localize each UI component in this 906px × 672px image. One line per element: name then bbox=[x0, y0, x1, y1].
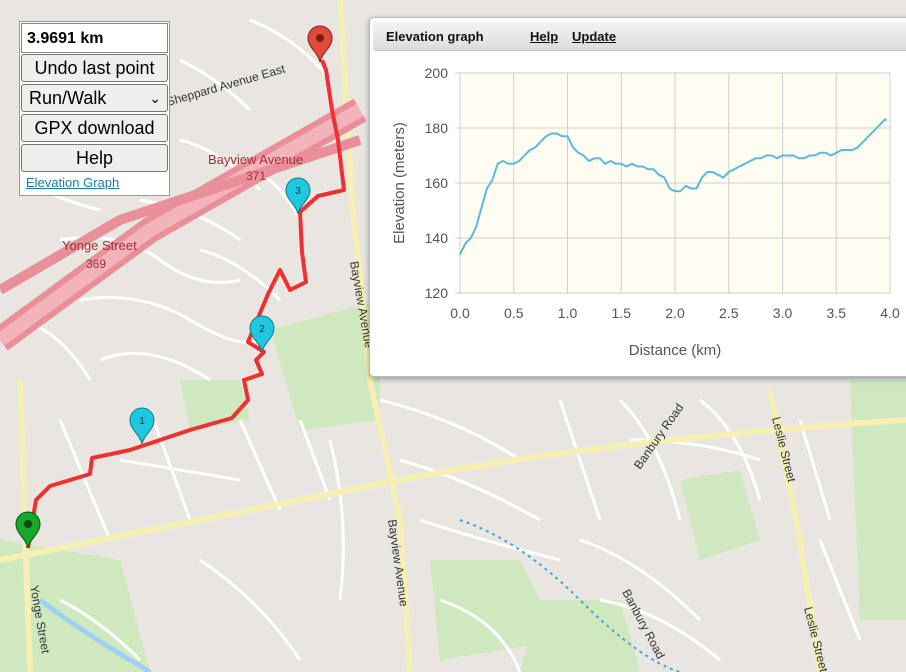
y-tick-label: 120 bbox=[425, 285, 449, 301]
undo-last-point-button[interactable]: Undo last point bbox=[21, 54, 168, 82]
x-tick-label: 1.0 bbox=[558, 305, 578, 321]
street-label-bayview-ramp: Bayview Avenue bbox=[208, 152, 303, 167]
elevation-series-line bbox=[459, 118, 887, 255]
elevation-window-title: Elevation graph bbox=[386, 29, 484, 44]
activity-mode-value: Run/Walk bbox=[29, 88, 107, 108]
help-button[interactable]: Help bbox=[21, 144, 168, 172]
highway bbox=[0, 98, 367, 351]
start-marker[interactable] bbox=[15, 511, 41, 549]
y-tick-label: 180 bbox=[425, 120, 449, 136]
waypoint-marker-2[interactable]: 2 bbox=[249, 315, 275, 353]
chart-grid bbox=[455, 72, 891, 294]
elevation-graph-link[interactable]: Elevation Graph bbox=[26, 175, 120, 190]
x-tick-label: 4.0 bbox=[880, 305, 900, 321]
end-marker[interactable] bbox=[307, 25, 333, 63]
elevation-graph-window: Elevation graph Help Update 0.0 0.5 1.0 1.5… bbox=[369, 17, 906, 377]
x-tick-label: 0.0 bbox=[450, 305, 470, 321]
waypoint-label-2: 2 bbox=[259, 324, 265, 335]
elevation-chart: 0.0 0.5 1.0 1.5 2.0 2.5 3.0 3.5 4.0 120 140 160 180… bbox=[391, 65, 900, 359]
x-axis-label: Distance (km) bbox=[629, 342, 722, 359]
activity-mode-select[interactable]: Run/Walk ⌄ bbox=[21, 84, 168, 112]
x-tick-label: 2.5 bbox=[719, 305, 739, 321]
x-tick-label: 2.0 bbox=[665, 305, 685, 321]
distance-readout: 3.9691 km bbox=[21, 23, 168, 53]
y-tick-labels: 120 140 160 180 200 bbox=[425, 65, 449, 301]
x-tick-label: 1.5 bbox=[612, 305, 632, 321]
waypoint-marker-1[interactable]: 1 bbox=[129, 407, 155, 445]
x-tick-label: 3.5 bbox=[827, 305, 847, 321]
gpx-download-button[interactable]: GPX download bbox=[21, 114, 168, 142]
chevron-down-icon: ⌄ bbox=[149, 90, 161, 106]
waypoint-marker-3[interactable]: 3 bbox=[285, 177, 311, 215]
y-tick-label: 140 bbox=[425, 230, 449, 246]
x-tick-label: 0.5 bbox=[504, 305, 524, 321]
creek bbox=[459, 519, 681, 672]
river bbox=[38, 597, 152, 672]
waypoint-label-3: 3 bbox=[295, 186, 301, 197]
elevation-update-link[interactable]: Update bbox=[572, 29, 617, 44]
route-line bbox=[26, 59, 346, 549]
y-tick-label: 200 bbox=[425, 65, 449, 81]
x-tick-labels: 0.0 0.5 1.0 1.5 2.0 2.5 3.0 3.5 4.0 bbox=[450, 305, 900, 321]
elevation-help-link[interactable]: Help bbox=[530, 29, 559, 44]
waypoint-label-1: 1 bbox=[139, 416, 145, 427]
route-control-panel: 3.9691 km Undo last point Run/Walk ⌄ GPX… bbox=[19, 21, 170, 196]
y-tick-label: 160 bbox=[425, 175, 449, 191]
street-label-369: 369 bbox=[86, 257, 106, 271]
elevation-window-header[interactable]: Elevation graph Help Update bbox=[373, 22, 906, 51]
street-label-yonge-ramp: Yonge Street bbox=[62, 238, 137, 253]
x-tick-label: 3.0 bbox=[773, 305, 793, 321]
park-areas bbox=[0, 300, 906, 672]
y-axis-label: Elevation (meters) bbox=[391, 122, 408, 244]
street-label-371: 371 bbox=[246, 169, 266, 183]
